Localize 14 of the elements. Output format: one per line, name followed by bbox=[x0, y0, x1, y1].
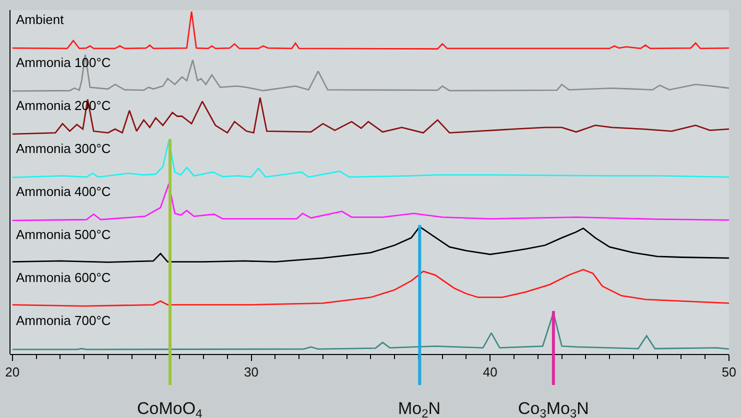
x-tick-label: 40 bbox=[482, 364, 498, 380]
ref-line-label: CoMoO$_{4}$ bbox=[137, 399, 203, 418]
ref-line-label: Mo$_{2}$N bbox=[398, 399, 441, 418]
chart-title: Ammonia 700°C bbox=[16, 313, 111, 328]
chart-title: Ammonia 500°C bbox=[16, 227, 111, 242]
chart-title: Ambient bbox=[16, 12, 64, 27]
x-tick-label: 30 bbox=[244, 364, 258, 380]
x-tick-label: 50 bbox=[722, 364, 736, 380]
chart-title: Ammonia 600°C bbox=[16, 270, 111, 285]
ref-line-label: Co$_{3}$Mo$_{3}$N bbox=[518, 399, 589, 418]
chart-title: Ammonia 300°C bbox=[16, 141, 111, 156]
chart-title: Ammonia 100°C bbox=[16, 55, 111, 70]
x-tick-label: 20 bbox=[5, 364, 20, 380]
chart-title: Ammonia 400°C bbox=[16, 184, 111, 199]
